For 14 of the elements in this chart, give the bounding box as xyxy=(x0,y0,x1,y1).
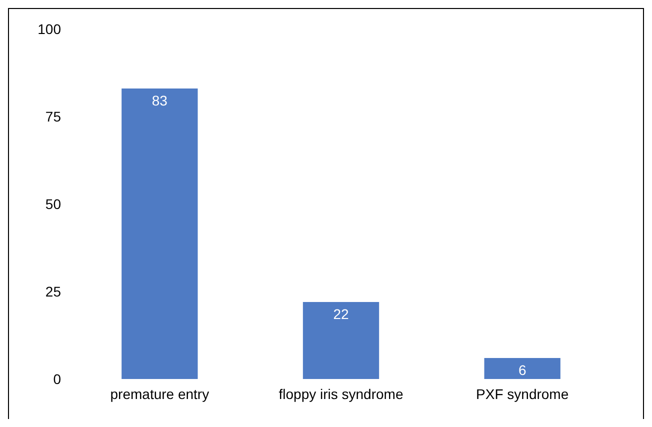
bar xyxy=(302,302,380,379)
data-label: 22 xyxy=(333,306,349,322)
x-tick-label: premature entry xyxy=(110,386,210,402)
y-tick-label: 75 xyxy=(45,108,62,124)
y-tick-label: 50 xyxy=(45,196,62,212)
y-tick-label: 0 xyxy=(53,371,62,387)
y-tick-label: 25 xyxy=(45,284,62,300)
x-tick-label: PXF syndrome xyxy=(476,386,569,402)
bar xyxy=(484,358,560,379)
data-label: 83 xyxy=(152,92,168,108)
y-tick-label: 100 xyxy=(38,21,62,37)
x-tick-label: floppy iris syndrome xyxy=(278,386,404,402)
data-label: 6 xyxy=(518,362,526,378)
bar xyxy=(122,88,198,379)
